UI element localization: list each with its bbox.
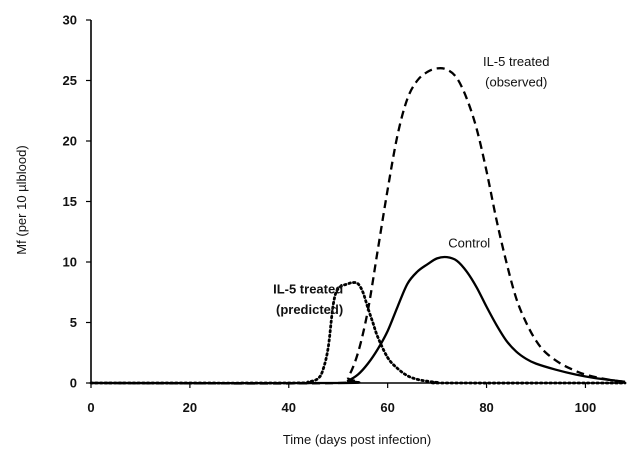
y-axis: 0 5 10 15 20 25 30 [63,13,92,391]
y-axis-title: Mf (per 10 µlblood) [14,145,29,254]
y-tick-label: 5 [70,315,77,330]
annotation-layer: IL-5 treated (predicted) IL-5 treated (obse… [273,54,549,317]
annotation-label: (predicted) [276,302,343,317]
x-tick-label: 40 [282,400,296,415]
annotation-label: (observed) [485,75,547,90]
annotation-label: Control [448,235,490,250]
x-tick-label: 100 [575,400,597,415]
x-tick-label: 20 [183,400,197,415]
annotation-label: IL-5 treated [273,281,343,296]
annotation-label: IL-5 treated [483,54,550,69]
x-tick-label: 80 [479,400,493,415]
x-axis-title: Time (days post infection) [283,432,431,447]
x-tick-label: 0 [87,400,94,415]
y-tick-label: 15 [63,194,77,209]
y-ticks: 0 5 10 15 20 25 30 [63,13,91,391]
x-axis: 0 20 40 60 80 100 [87,382,625,415]
y-tick-label: 25 [63,73,77,88]
series-line-dotted [89,281,627,385]
series-line-solid [90,255,626,385]
y-tick-label: 0 [70,376,77,391]
x-tick-label: 60 [380,400,394,415]
y-tick-label: 30 [63,13,77,28]
y-tick-label: 20 [63,134,77,149]
series-layer [89,67,627,385]
y-tick-label: 10 [63,255,77,270]
x-ticks: 0 20 40 60 80 100 [87,383,596,415]
series-line-dashed [90,67,626,385]
